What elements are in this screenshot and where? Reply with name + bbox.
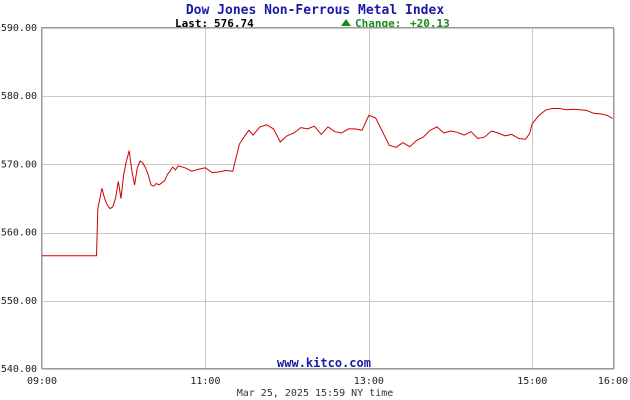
website-label: www.kitco.com — [277, 356, 371, 370]
change-label: Change: — [355, 17, 401, 30]
x-tick-label: 13:00 — [354, 376, 384, 387]
y-tick-label: 580.00 — [1, 91, 37, 102]
change-value: +20.13 — [410, 17, 450, 30]
timestamp-footer: Mar 25, 2025 15:59 NY time — [237, 388, 394, 399]
y-axis: 590.00 580.00 570.00 560.00 550.00 540.00 — [1, 23, 37, 375]
y-tick-label: 540.00 — [1, 364, 37, 375]
grid — [42, 28, 615, 370]
x-axis: 09:00 11:00 13:00 15:00 16:00 — [27, 376, 628, 387]
series-line — [42, 108, 613, 257]
x-tick-label: 15:00 — [517, 376, 547, 387]
y-tick-label: 570.00 — [1, 159, 37, 170]
x-tick-label: 09:00 — [27, 376, 57, 387]
x-tick-label: 16:00 — [598, 376, 628, 387]
y-tick-label: 560.00 — [1, 228, 37, 239]
last-label: Last: — [175, 17, 208, 30]
chart-title: Dow Jones Non-Ferrous Metal Index — [186, 3, 444, 18]
up-arrow-icon — [341, 19, 351, 26]
last-value: 576.74 — [214, 17, 254, 30]
plot-frame — [41, 27, 614, 369]
y-tick-label: 550.00 — [1, 296, 37, 307]
y-tick-label: 590.00 — [1, 23, 37, 34]
x-tick-label: 11:00 — [190, 376, 220, 387]
